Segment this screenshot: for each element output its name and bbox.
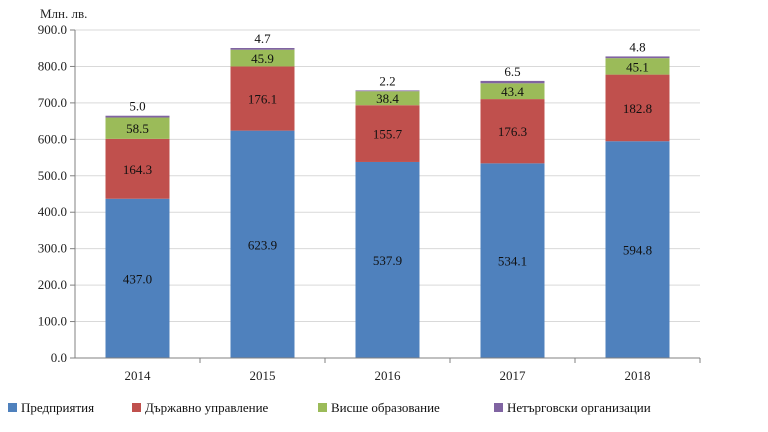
data-label: 38.4	[376, 91, 399, 106]
legend-entry: Нетърговски организации	[507, 400, 651, 415]
data-label: 6.5	[504, 64, 520, 79]
bar-segment	[105, 198, 170, 358]
data-label: 623.9	[248, 237, 277, 252]
bar-segment	[230, 66, 295, 131]
y-tick-label: 800.0	[38, 58, 67, 73]
bars	[105, 48, 670, 358]
x-tick-label: 2016	[375, 368, 402, 383]
bar-segment	[230, 48, 295, 50]
bar-segment	[355, 90, 420, 92]
bar-segment	[355, 91, 420, 106]
data-label: 182.8	[623, 101, 652, 116]
data-label: 534.1	[498, 254, 527, 269]
data-label: 2.2	[379, 73, 395, 88]
data-label: 594.8	[623, 243, 652, 258]
data-label: 5.0	[129, 99, 145, 114]
data-label: 4.8	[629, 39, 645, 54]
data-label: 176.3	[498, 124, 527, 139]
y-tick-label: 0.0	[51, 350, 67, 365]
x-tick-label: 2018	[625, 368, 651, 383]
legend-entry: Висше образование	[331, 400, 440, 415]
y-tick-label: 100.0	[38, 314, 67, 329]
bar-segment	[355, 161, 420, 358]
bar-segment	[480, 80, 545, 84]
bar-segment	[605, 141, 670, 358]
legend-swatch	[494, 403, 503, 412]
y-tick-label: 300.0	[38, 241, 67, 256]
data-label: 155.7	[373, 127, 403, 142]
bar-segment	[605, 74, 670, 142]
data-label: 437.0	[123, 271, 152, 286]
bar-segment	[105, 117, 170, 139]
bar-segment	[355, 105, 420, 162]
legend-swatch	[318, 403, 327, 412]
bar-segment	[105, 138, 170, 199]
x-tick-label: 2014	[125, 368, 152, 383]
y-tick-label: 200.0	[38, 277, 67, 292]
data-label: 176.1	[248, 92, 277, 107]
x-tick-label: 2017	[500, 368, 527, 383]
y-tick-label: 900.0	[38, 22, 67, 37]
x-axis-ticks: 2014 2015 2016 2017 2018	[125, 358, 701, 383]
y-tick-label: 500.0	[38, 168, 67, 183]
y-tick-label: 700.0	[38, 95, 67, 110]
data-label: 45.1	[626, 59, 649, 74]
legend-swatch	[8, 403, 17, 412]
bar-segment	[230, 130, 295, 358]
bar-segment	[605, 58, 670, 75]
bar-segment	[480, 163, 545, 358]
bar-segment	[230, 49, 295, 67]
data-label: 43.4	[501, 84, 524, 99]
data-label: 58.5	[126, 121, 149, 136]
data-label: 4.7	[254, 31, 271, 46]
y-tick-label: 400.0	[38, 204, 67, 219]
y-tick-label: 600.0	[38, 131, 67, 146]
legend-entry: Предприятия	[21, 400, 94, 415]
bar-segment	[480, 83, 545, 100]
data-label: 164.3	[123, 162, 152, 177]
bar-segment	[480, 99, 545, 164]
y-axis-ticks: 0.0 100.0 200.0 300.0 400.0 500.0 600.0 700.0 80…	[38, 22, 75, 365]
bar-segment	[605, 56, 670, 59]
data-labels: 437.0 164.3 58.5 5.0 623.9 176.1 45.9 4.7 537.9 1…	[123, 31, 652, 286]
data-label: 45.9	[251, 51, 274, 66]
x-tick-label: 2015	[250, 368, 276, 383]
legend-swatch	[132, 403, 141, 412]
legend-entry: Държавно управление	[145, 400, 269, 415]
bar-segment	[105, 115, 170, 118]
y-axis-label: Млн. лв.	[40, 6, 87, 21]
legend: Предприятия Държавно управление Висше обра…	[8, 400, 651, 415]
data-label: 537.9	[373, 253, 402, 268]
